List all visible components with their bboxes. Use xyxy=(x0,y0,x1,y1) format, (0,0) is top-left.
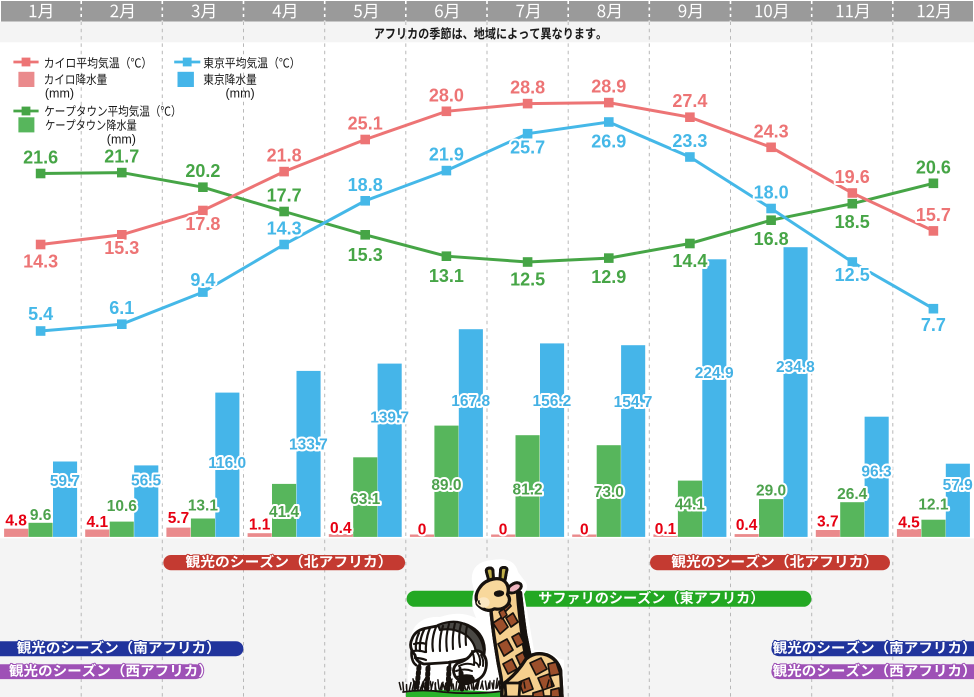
svg-text:14.3: 14.3 xyxy=(23,252,58,272)
svg-text:19.6: 19.6 xyxy=(835,167,870,187)
svg-text:9.4: 9.4 xyxy=(190,270,215,290)
svg-text:25.1: 25.1 xyxy=(348,114,383,134)
svg-text:18.8: 18.8 xyxy=(348,175,383,195)
svg-text:133.7: 133.7 xyxy=(289,437,328,454)
svg-text:14.3: 14.3 xyxy=(267,219,302,239)
svg-text:73.0: 73.0 xyxy=(594,484,624,501)
svg-text:0.4: 0.4 xyxy=(330,520,352,537)
svg-text:4.1: 4.1 xyxy=(87,514,109,531)
svg-text:0: 0 xyxy=(499,522,508,539)
svg-text:(mm): (mm) xyxy=(45,87,74,101)
svg-text:12.1: 12.1 xyxy=(918,497,949,514)
svg-text:20.2: 20.2 xyxy=(185,161,220,181)
svg-text:3.7: 3.7 xyxy=(817,513,839,530)
svg-text:56.5: 56.5 xyxy=(131,473,162,490)
svg-text:13.1: 13.1 xyxy=(188,498,219,515)
svg-text:4.8: 4.8 xyxy=(5,513,27,530)
svg-text:116.0: 116.0 xyxy=(208,455,246,472)
svg-text:12.5: 12.5 xyxy=(835,265,870,285)
svg-text:6.1: 6.1 xyxy=(109,298,134,318)
svg-text:1.1: 1.1 xyxy=(249,516,271,533)
svg-text:234.8: 234.8 xyxy=(776,359,815,376)
svg-text:(mm): (mm) xyxy=(107,133,136,147)
svg-text:0.1: 0.1 xyxy=(655,521,677,538)
svg-text:26.9: 26.9 xyxy=(591,131,626,151)
svg-text:57.9: 57.9 xyxy=(943,477,974,494)
svg-text:20.6: 20.6 xyxy=(916,157,951,177)
svg-text:59.7: 59.7 xyxy=(50,473,80,490)
svg-text:10.6: 10.6 xyxy=(107,498,138,515)
svg-text:15.3: 15.3 xyxy=(348,245,383,265)
svg-text:14.4: 14.4 xyxy=(672,251,707,271)
svg-text:9.6: 9.6 xyxy=(30,507,52,524)
svg-text:27.4: 27.4 xyxy=(672,91,707,111)
svg-text:0: 0 xyxy=(580,522,589,539)
svg-text:5.7: 5.7 xyxy=(168,510,190,527)
svg-text:139.7: 139.7 xyxy=(370,409,409,426)
svg-text:24.3: 24.3 xyxy=(754,121,789,141)
svg-text:81.2: 81.2 xyxy=(513,482,543,499)
svg-text:15.7: 15.7 xyxy=(916,205,951,225)
svg-text:41.4: 41.4 xyxy=(269,504,300,521)
svg-text:(mm): (mm) xyxy=(226,87,255,101)
svg-text:96.3: 96.3 xyxy=(861,464,892,481)
svg-text:29.0: 29.0 xyxy=(756,483,786,500)
svg-text:15.3: 15.3 xyxy=(104,238,139,258)
svg-text:17.7: 17.7 xyxy=(267,186,302,206)
svg-text:12.5: 12.5 xyxy=(510,270,545,290)
svg-text:28.9: 28.9 xyxy=(591,77,626,97)
svg-text:13.1: 13.1 xyxy=(429,266,464,286)
svg-text:21.9: 21.9 xyxy=(429,145,464,165)
svg-text:12.9: 12.9 xyxy=(591,267,626,287)
svg-text:0: 0 xyxy=(418,522,427,539)
svg-text:21.6: 21.6 xyxy=(23,148,58,168)
svg-text:16.8: 16.8 xyxy=(754,229,789,249)
svg-text:28.8: 28.8 xyxy=(510,78,545,98)
svg-text:5.4: 5.4 xyxy=(28,304,53,324)
svg-text:156.2: 156.2 xyxy=(533,393,572,410)
svg-text:89.0: 89.0 xyxy=(431,477,461,494)
svg-text:21.7: 21.7 xyxy=(104,147,139,167)
svg-text:26.4: 26.4 xyxy=(837,486,868,503)
svg-text:18.0: 18.0 xyxy=(754,183,789,203)
svg-text:4.5: 4.5 xyxy=(898,515,920,532)
svg-text:63.1: 63.1 xyxy=(350,491,381,508)
svg-text:17.8: 17.8 xyxy=(185,214,220,234)
svg-text:0.4: 0.4 xyxy=(736,517,758,534)
svg-text:7.7: 7.7 xyxy=(921,315,946,335)
svg-text:23.3: 23.3 xyxy=(672,131,707,151)
svg-text:18.5: 18.5 xyxy=(835,212,870,232)
svg-text:21.8: 21.8 xyxy=(267,146,302,166)
svg-text:28.0: 28.0 xyxy=(429,85,464,105)
svg-text:154.7: 154.7 xyxy=(614,394,653,411)
svg-text:167.8: 167.8 xyxy=(451,393,490,410)
svg-text:224.9: 224.9 xyxy=(695,365,734,382)
svg-text:44.1: 44.1 xyxy=(675,497,706,514)
svg-text:25.7: 25.7 xyxy=(510,138,545,158)
